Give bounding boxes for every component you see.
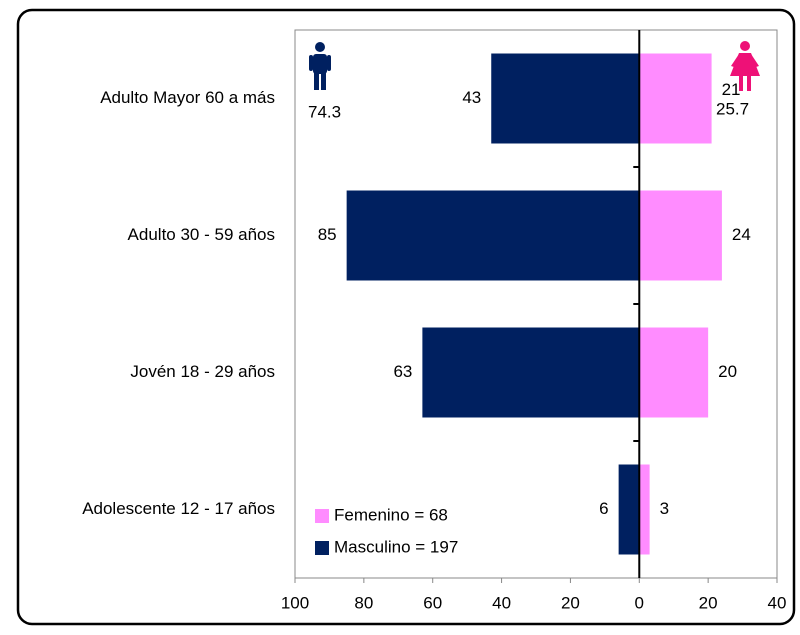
bar <box>422 327 640 418</box>
annotation: 74.3 <box>308 102 341 121</box>
data-label: 6 <box>599 499 608 518</box>
data-label: 85 <box>318 225 337 244</box>
plot-area <box>294 29 778 579</box>
legend-swatch <box>315 509 329 523</box>
x-tick-label: 40 <box>768 593 787 612</box>
bar <box>639 327 709 418</box>
legend-label: Femenino = 68 <box>334 505 448 524</box>
male-icon <box>309 42 331 90</box>
bar <box>639 190 722 281</box>
data-label: 21 <box>722 80 741 99</box>
data-label: 63 <box>393 362 412 381</box>
x-tick-label: 20 <box>699 593 718 612</box>
bar <box>618 464 640 555</box>
data-label: 20 <box>718 362 737 381</box>
legend-label: Masculino = 197 <box>334 537 458 556</box>
x-tick-label: 0 <box>635 593 644 612</box>
x-tick-label: 100 <box>281 593 309 612</box>
x-tick-label: 40 <box>492 593 511 612</box>
x-tick-label: 80 <box>354 593 373 612</box>
bar <box>491 53 640 144</box>
x-tick-label: 60 <box>423 593 442 612</box>
annotation: 25.7 <box>716 99 749 118</box>
data-label: 24 <box>732 225 751 244</box>
female-icon <box>730 41 760 91</box>
data-label: 3 <box>660 499 669 518</box>
y-tick-label: Adolescente 12 - 17 años <box>82 499 275 518</box>
y-tick-label: Adulto 30 - 59 años <box>128 225 275 244</box>
frame <box>16 8 796 626</box>
y-tick-label: Jovén 18 - 29 años <box>130 362 275 381</box>
data-label: 43 <box>462 88 481 107</box>
bar <box>639 464 650 555</box>
bar <box>639 53 712 144</box>
legend-swatch <box>315 541 329 555</box>
x-tick-label: 20 <box>561 593 580 612</box>
y-tick-label: Adulto Mayor 60 a más <box>100 88 275 107</box>
bar <box>346 190 640 281</box>
